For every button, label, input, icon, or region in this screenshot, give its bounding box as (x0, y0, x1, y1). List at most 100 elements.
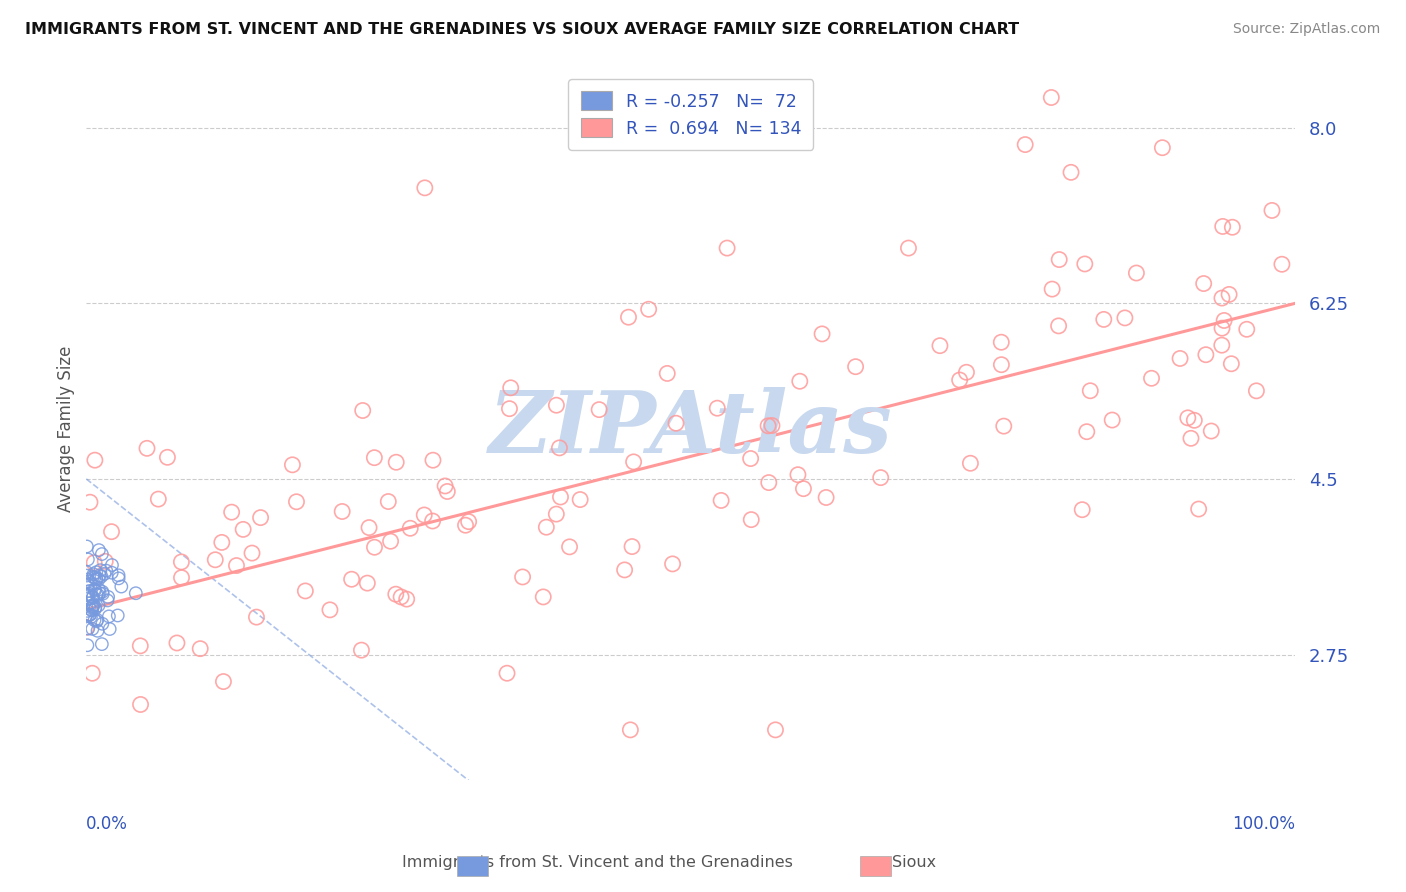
Point (79, 596, 101, 610)
Point (225, 558, 247, 573)
Point (83, 567, 105, 582)
Point (100, 524, 122, 539)
Point (79, 495, 101, 509)
Point (1047, 252, 1070, 267)
Point (1261, 203, 1284, 218)
Point (1076, 425, 1098, 439)
Point (356, 576, 378, 591)
Point (107, 608, 129, 623)
Point (1188, 502, 1211, 516)
Point (77, 591, 100, 606)
Point (385, 455, 408, 469)
Point (82, 666, 104, 681)
Point (929, 339, 952, 353)
Point (148, 492, 170, 507)
Point (569, 492, 592, 507)
Legend: R = -0.257   N=  72, R =  0.694   N= 134: R = -0.257 N= 72, R = 0.694 N= 134 (568, 79, 813, 150)
Point (84, 600, 107, 615)
Point (613, 563, 636, 577)
Point (434, 479, 457, 493)
Point (380, 534, 402, 549)
Point (76, 568, 98, 582)
Point (496, 666, 519, 681)
Point (1222, 220, 1244, 235)
Point (240, 546, 263, 560)
Point (319, 603, 342, 617)
Point (413, 181, 436, 195)
Point (77, 584, 100, 599)
Point (245, 610, 267, 624)
Text: Sioux: Sioux (891, 855, 936, 870)
Point (1211, 321, 1233, 335)
Text: 100.0%: 100.0% (1233, 815, 1295, 833)
Point (170, 555, 193, 569)
Point (740, 451, 762, 466)
Point (83, 582, 105, 597)
Point (76, 573, 98, 587)
Point (107, 568, 129, 582)
Point (1246, 384, 1268, 398)
Point (363, 450, 385, 465)
Text: IMMIGRANTS FROM ST. VINCENT AND THE GRENADINES VS SIOUX AVERAGE FAMILY SIZE CORR: IMMIGRANTS FROM ST. VINCENT AND THE GREN… (25, 22, 1019, 37)
Point (83, 556, 105, 570)
Point (76, 638, 98, 652)
Point (79, 601, 101, 615)
Point (83, 598, 105, 612)
Point (546, 507, 568, 521)
Point (550, 490, 572, 504)
Point (588, 402, 610, 417)
Point (706, 401, 728, 416)
Point (352, 403, 374, 417)
Point (1040, 282, 1063, 296)
Point (156, 450, 179, 465)
Point (665, 416, 688, 430)
Point (90, 547, 112, 561)
Point (87, 588, 110, 602)
Point (80, 603, 103, 617)
Point (93, 566, 115, 581)
Point (84, 583, 107, 598)
Point (1168, 351, 1191, 366)
Point (1078, 384, 1101, 398)
Point (512, 570, 534, 584)
Point (129, 639, 152, 653)
Point (1213, 313, 1236, 327)
Point (87, 572, 110, 586)
Point (1114, 310, 1136, 325)
Point (79, 607, 101, 622)
Point (990, 335, 1012, 350)
Point (657, 367, 679, 381)
Point (1182, 413, 1205, 427)
Point (1195, 348, 1218, 362)
Text: Immigrants from St. Vincent and the Grenadines: Immigrants from St. Vincent and the Gren… (402, 855, 793, 870)
Point (558, 540, 581, 554)
Point (1047, 318, 1070, 333)
Point (76, 552, 98, 566)
Point (1101, 413, 1123, 427)
Point (211, 535, 233, 549)
Text: Source: ZipAtlas.com: Source: ZipAtlas.com (1233, 22, 1381, 37)
Point (86, 573, 108, 587)
Point (436, 484, 458, 499)
Point (1211, 291, 1233, 305)
Point (623, 455, 645, 469)
Point (1199, 424, 1222, 438)
Point (89, 586, 111, 600)
Point (1271, 257, 1294, 271)
Point (77, 622, 100, 636)
Point (1218, 287, 1240, 301)
Point (77, 587, 100, 601)
Point (949, 373, 972, 387)
Point (1040, 90, 1063, 104)
Point (845, 359, 868, 374)
Point (129, 698, 152, 712)
Point (110, 580, 132, 594)
Point (166, 636, 188, 650)
Point (281, 458, 304, 472)
Point (1180, 431, 1202, 445)
Point (96, 564, 118, 578)
Point (756, 418, 779, 433)
Point (90, 569, 112, 583)
Point (531, 590, 554, 604)
Point (170, 571, 193, 585)
